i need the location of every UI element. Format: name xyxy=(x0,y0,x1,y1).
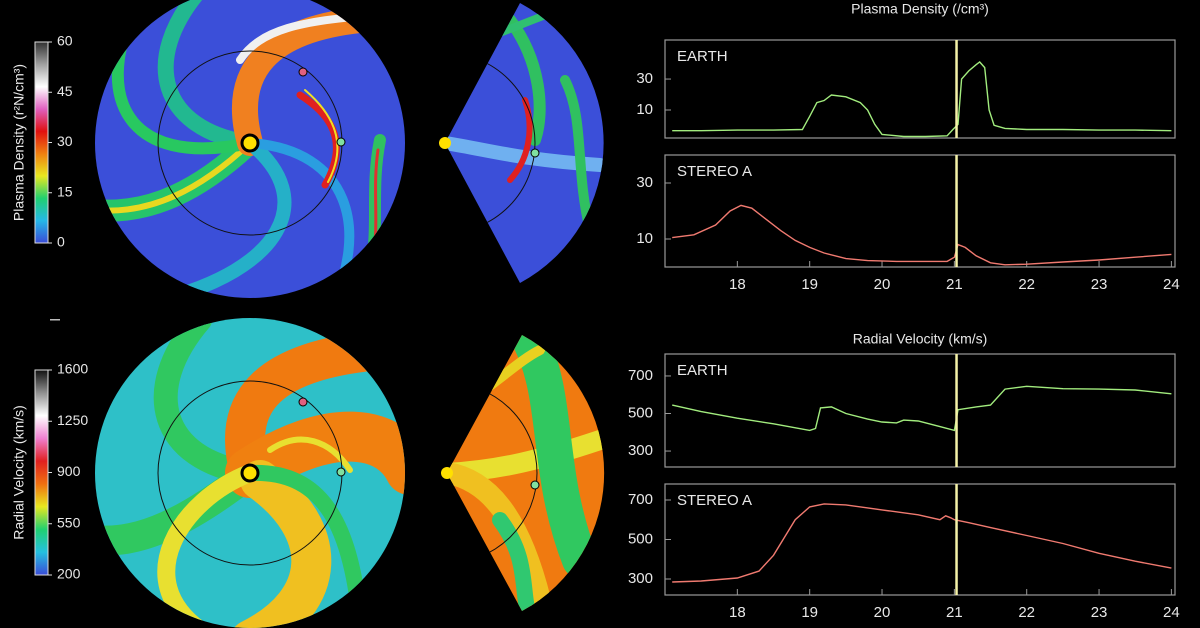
earth-dot xyxy=(530,148,540,158)
earth-orbit xyxy=(447,382,538,564)
x-tick-label: 21 xyxy=(946,276,963,293)
separator xyxy=(50,319,60,321)
colorbar-tick-label: 1250 xyxy=(57,412,88,428)
x-tick-label: 22 xyxy=(1018,276,1035,293)
sun xyxy=(439,137,451,149)
x-tick-label: 23 xyxy=(1091,276,1108,293)
earth-dot xyxy=(530,480,540,490)
sun xyxy=(240,133,260,153)
panel-frame xyxy=(664,154,1176,268)
colorbar-label: Plasma Density (r²N/cm³) xyxy=(11,64,27,221)
colorbar-label: Radial Velocity (km/s) xyxy=(11,405,27,540)
x-tick-label: 24 xyxy=(1163,604,1180,621)
velocity-disk xyxy=(95,318,405,628)
x-tick-label: 24 xyxy=(1163,276,1180,293)
y-tick-label: 300 xyxy=(628,570,653,587)
colorbar-tick-label: 200 xyxy=(57,566,81,582)
data-line xyxy=(672,204,1172,266)
density-disk xyxy=(95,0,405,298)
earth-dot xyxy=(336,137,346,147)
colorbar xyxy=(34,41,49,244)
sun xyxy=(441,467,453,479)
stereo-dot xyxy=(298,67,308,77)
earth-dot xyxy=(336,467,346,477)
chart-title: Plasma Density (/cm³) xyxy=(851,1,989,17)
y-tick-label: 10 xyxy=(636,230,653,247)
colorbar-tick-label: 30 xyxy=(57,133,73,149)
sun xyxy=(240,463,260,483)
y-tick-label: 30 xyxy=(636,70,653,87)
y-tick-label: 10 xyxy=(636,101,653,118)
series-label: EARTH xyxy=(677,362,728,379)
x-tick-label: 23 xyxy=(1091,604,1108,621)
data-line xyxy=(672,385,1172,432)
x-tick-label: 18 xyxy=(729,276,746,293)
panel-frame xyxy=(664,39,1176,139)
x-tick-label: 18 xyxy=(729,604,746,621)
x-tick-label: 22 xyxy=(1018,604,1035,621)
chart-title: Radial Velocity (km/s) xyxy=(853,331,988,347)
colorbar xyxy=(34,369,49,576)
y-tick-label: 30 xyxy=(636,174,653,191)
series-label: STEREO A xyxy=(677,163,752,180)
x-tick-label: 19 xyxy=(801,276,818,293)
series-label: STEREO A xyxy=(677,492,752,509)
x-tick-label: 19 xyxy=(801,604,818,621)
velocity-wedge xyxy=(447,335,605,611)
density-wedge xyxy=(445,3,604,283)
y-tick-label: 700 xyxy=(628,491,653,508)
colorbar-tick-label: 900 xyxy=(57,463,81,479)
colorbar-tick-label: 550 xyxy=(57,514,81,530)
panel-frame xyxy=(664,353,1176,468)
earth-orbit xyxy=(445,52,536,234)
y-tick-label: 700 xyxy=(628,367,653,384)
colorbar-tick-label: 45 xyxy=(57,83,73,99)
stereo-dot xyxy=(298,397,308,407)
y-tick-label: 300 xyxy=(628,442,653,459)
x-tick-label: 20 xyxy=(874,604,891,621)
data-line xyxy=(672,61,1172,138)
colorbar-tick-label: 15 xyxy=(57,183,73,199)
x-tick-label: 20 xyxy=(874,276,891,293)
series-label: EARTH xyxy=(677,48,728,65)
colorbar-tick-label: 60 xyxy=(57,33,73,49)
y-tick-label: 500 xyxy=(628,530,653,547)
colorbar-tick-label: 0 xyxy=(57,234,65,250)
x-tick-label: 21 xyxy=(946,604,963,621)
colorbar-tick-label: 1600 xyxy=(57,361,88,377)
y-tick-label: 500 xyxy=(628,404,653,421)
data-line xyxy=(672,503,1172,583)
